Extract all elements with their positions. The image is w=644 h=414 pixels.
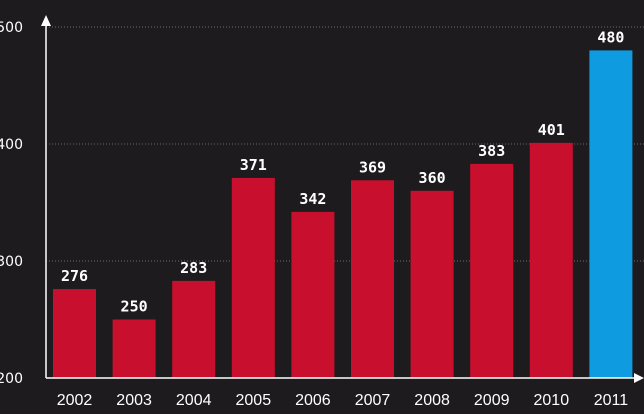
- bar: [53, 289, 96, 378]
- x-tick-label: 2009: [474, 392, 510, 409]
- bar: [589, 50, 633, 379]
- y-tick-label: 200: [0, 371, 23, 387]
- y-axis-arrow: [41, 15, 51, 26]
- bar: [172, 280, 216, 378]
- x-tick-label: 2002: [57, 392, 93, 409]
- x-tick-label: 2004: [176, 392, 212, 409]
- bar: [410, 190, 454, 378]
- data-label: 360: [419, 169, 446, 187]
- x-tick-label: 2007: [355, 392, 391, 409]
- data-label: 250: [121, 298, 148, 316]
- x-tick-label: 2008: [414, 392, 450, 409]
- y-tick-label: 500: [0, 20, 23, 36]
- data-label: 371: [240, 156, 267, 174]
- x-axis-arrow: [634, 373, 644, 383]
- y-tick-label: 400: [0, 137, 23, 153]
- data-label: 342: [299, 190, 326, 208]
- bar: [351, 180, 394, 378]
- x-tick-label: 2010: [534, 392, 570, 409]
- bar: [529, 142, 573, 378]
- x-tick-label: 2011: [594, 392, 629, 409]
- data-label: 401: [538, 121, 565, 139]
- bar: [470, 163, 514, 378]
- x-tick-label: 2006: [295, 392, 331, 409]
- data-label: 283: [180, 259, 207, 277]
- x-tick-label: 2005: [236, 392, 272, 409]
- bar: [291, 211, 335, 378]
- bar: [231, 177, 275, 378]
- data-label: 383: [478, 142, 505, 160]
- y-tick-label: 300: [0, 254, 23, 270]
- data-label: 480: [597, 28, 624, 46]
- x-tick-label: 2003: [116, 392, 152, 409]
- data-label: 369: [359, 158, 386, 176]
- data-label: 276: [61, 267, 88, 285]
- bar: [112, 319, 156, 378]
